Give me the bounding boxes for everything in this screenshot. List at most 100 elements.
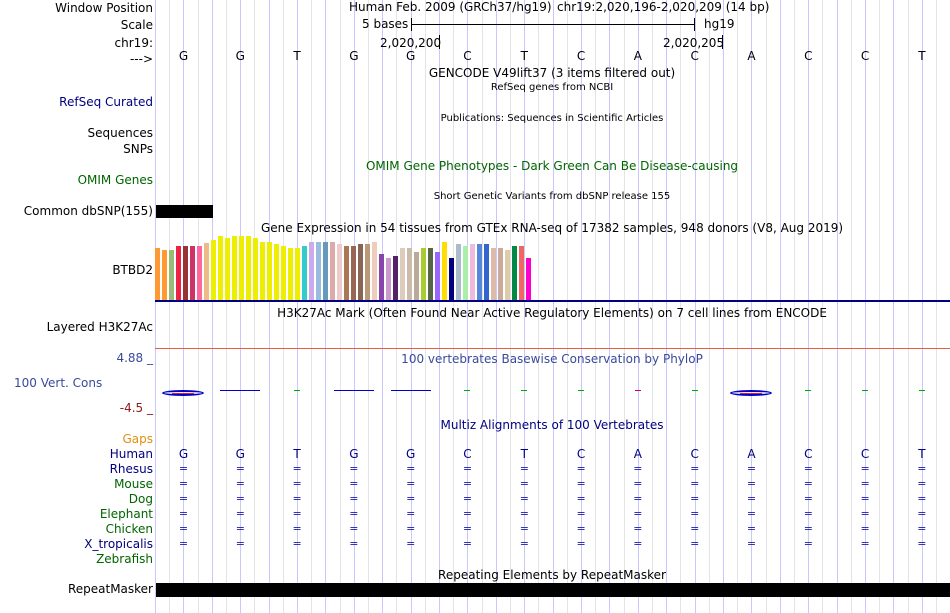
species-label[interactable]: Dog: [128, 492, 153, 506]
snps-label[interactable]: SNPs: [123, 142, 153, 156]
btbd2-label[interactable]: BTBD2: [112, 263, 153, 277]
phylop-score-mark[interactable]: [862, 390, 868, 391]
gtex-tissue-bar[interactable]: [302, 246, 307, 300]
gtex-tissue-bar[interactable]: [449, 258, 454, 300]
gtex-tissue-bar[interactable]: [358, 244, 363, 300]
gtex-tissue-bar[interactable]: [260, 242, 265, 300]
gtex-tissue-bar[interactable]: [519, 246, 524, 300]
gtex-tissue-bar[interactable]: [344, 246, 349, 300]
gtex-tissue-bar[interactable]: [421, 248, 426, 300]
position-readout[interactable]: chr19:2,020,196-2,020,209 (14 bp): [557, 0, 770, 14]
gtex-tissue-bar[interactable]: [442, 242, 447, 300]
gtex-tissue-bar[interactable]: [414, 252, 419, 300]
gtex-tissue-bar[interactable]: [428, 248, 433, 300]
gtex-tissue-bar[interactable]: [309, 242, 314, 300]
gtex-tissue-bar[interactable]: [526, 258, 531, 300]
gtex-tissue-bar[interactable]: [288, 248, 293, 300]
species-label[interactable]: Zebrafish: [96, 552, 153, 566]
gtex-tissue-bar[interactable]: [379, 254, 384, 300]
gtex-tissue-bar[interactable]: [274, 244, 279, 300]
gtex-tissue-bar[interactable]: [400, 248, 405, 300]
phylop-score-mark[interactable]: [390, 390, 431, 391]
omim-genes-label[interactable]: OMIM Genes: [77, 173, 153, 187]
layered-h3k27ac-label[interactable]: Layered H3K27Ac: [46, 320, 153, 334]
dbsnp-track-title[interactable]: Short Genetic Variants from dbSNP releas…: [433, 191, 671, 202]
gtex-tissue-bar[interactable]: [386, 258, 391, 300]
common-dbsnp-label[interactable]: Common dbSNP(155): [23, 204, 153, 218]
phylop-score-mark[interactable]: [220, 390, 261, 391]
phylop-score-mark[interactable]: [333, 390, 374, 391]
refseq-curated-label[interactable]: RefSeq Curated: [59, 95, 153, 109]
gtex-tissue-bar[interactable]: [477, 244, 482, 300]
gtex-tissue-bar[interactable]: [281, 246, 286, 300]
gtex-tissue-bar[interactable]: [337, 244, 342, 300]
gtex-tissue-bar[interactable]: [463, 246, 468, 300]
gtex-tissue-bar[interactable]: [372, 242, 377, 300]
omim-track-title[interactable]: OMIM Gene Phenotypes - Dark Green Can Be…: [365, 159, 739, 173]
sequences-label[interactable]: Sequences: [87, 126, 153, 140]
gtex-tissue-bar[interactable]: [323, 242, 328, 300]
gtex-tissue-bar[interactable]: [183, 246, 188, 300]
dbsnp-variant-block[interactable]: [156, 205, 213, 218]
gtex-tissue-bar[interactable]: [435, 252, 440, 300]
gtex-tissue-bar[interactable]: [393, 256, 398, 300]
gtex-tissue-bar[interactable]: [253, 238, 258, 300]
refseq-track-title[interactable]: RefSeq genes from NCBI: [490, 82, 614, 93]
gtex-tissue-bar[interactable]: [316, 242, 321, 300]
gtex-tissue-bar[interactable]: [498, 248, 503, 300]
gtex-tissue-bar[interactable]: [204, 243, 209, 300]
gtex-tissue-bar[interactable]: [491, 248, 496, 300]
species-label[interactable]: Chicken: [105, 522, 153, 536]
gtex-tissue-bar[interactable]: [456, 244, 461, 300]
gtex-tissue-bar[interactable]: [190, 246, 195, 300]
vert-cons-label[interactable]: 100 Vert. Cons: [14, 376, 103, 390]
gtex-tissue-bar[interactable]: [351, 246, 356, 300]
publications-track-title[interactable]: Publications: Sequences in Scientific Ar…: [440, 113, 664, 124]
h3k27ac-track-title[interactable]: H3K27Ac Mark (Often Found Near Active Re…: [277, 306, 827, 320]
phylop-score-mark[interactable]: [521, 390, 528, 391]
phylop-score-mark[interactable]: [464, 390, 471, 391]
gtex-tissue-bar[interactable]: [330, 242, 335, 300]
conservation-track-title[interactable]: 100 vertebrates Basewise Conservation by…: [401, 352, 703, 366]
repeat-element-block[interactable]: [156, 583, 950, 597]
gtex-tissue-bar[interactable]: [239, 236, 244, 300]
multiz-track-title[interactable]: Multiz Alignments of 100 Vertebrates: [440, 418, 664, 432]
gtex-tissue-bar[interactable]: [232, 236, 237, 300]
species-label[interactable]: Mouse: [114, 477, 153, 491]
species-label[interactable]: Rhesus: [109, 462, 153, 476]
phylop-score-mark[interactable]: [691, 390, 698, 391]
phylop-score-mark[interactable]: [578, 390, 584, 391]
gtex-bar-chart[interactable]: [155, 232, 535, 300]
phylop-score-mark[interactable]: [634, 390, 641, 391]
phylop-score-mark[interactable]: [730, 390, 773, 396]
gtex-tissue-bar[interactable]: [169, 250, 174, 300]
species-label[interactable]: Human: [109, 447, 153, 461]
gtex-tissue-bar[interactable]: [295, 248, 300, 300]
gtex-tissue-bar[interactable]: [505, 250, 510, 300]
gtex-tissue-bar[interactable]: [407, 248, 412, 300]
gtex-tissue-bar[interactable]: [225, 238, 230, 300]
gtex-tissue-bar[interactable]: [484, 244, 489, 300]
repeatmasker-track-title[interactable]: Repeating Elements by RepeatMasker: [438, 568, 666, 582]
gtex-track-title[interactable]: Gene Expression in 54 tissues from GTEx …: [260, 221, 844, 235]
gtex-tissue-bar[interactable]: [155, 248, 160, 300]
gtex-tissue-bar[interactable]: [176, 246, 181, 300]
gtex-tissue-bar[interactable]: [197, 246, 202, 300]
species-label[interactable]: Elephant: [99, 507, 153, 521]
gencode-track-title[interactable]: GENCODE V49lift37 (3 items filtered out): [428, 66, 676, 80]
gtex-tissue-bar[interactable]: [218, 236, 223, 300]
phylop-score-mark[interactable]: [918, 390, 925, 391]
gtex-tissue-bar[interactable]: [267, 242, 272, 300]
species-label[interactable]: X_tropicalis: [84, 537, 153, 551]
gtex-tissue-bar[interactable]: [246, 236, 251, 300]
phylop-score-mark[interactable]: [162, 390, 205, 396]
scale-db: hg19: [704, 17, 735, 31]
gtex-tissue-bar[interactable]: [365, 244, 370, 300]
gtex-tissue-bar[interactable]: [211, 240, 216, 300]
gtex-tissue-bar[interactable]: [470, 244, 475, 300]
phylop-score-mark[interactable]: [294, 390, 300, 391]
gtex-tissue-bar[interactable]: [512, 246, 517, 300]
phylop-score-mark[interactable]: [805, 390, 812, 391]
repeatmasker-label[interactable]: RepeatMasker: [67, 582, 153, 596]
gtex-tissue-bar[interactable]: [162, 250, 167, 300]
